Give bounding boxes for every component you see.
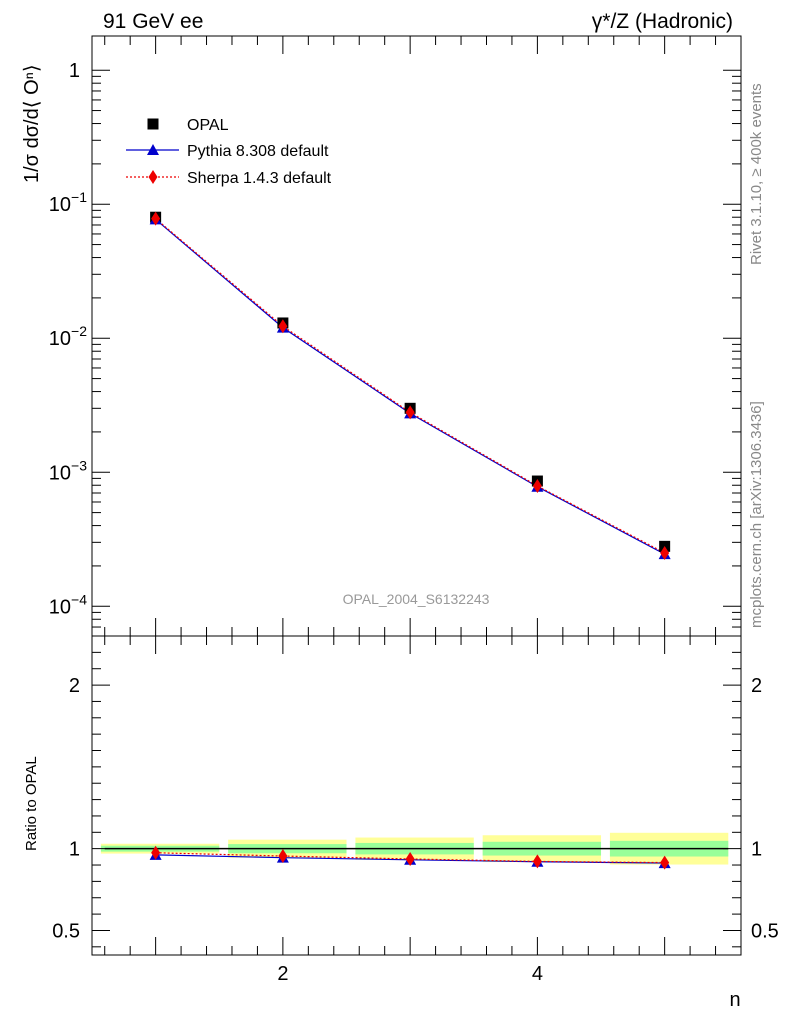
legend-marker-square [147, 118, 159, 130]
y-tick-label: 10−1 [49, 189, 87, 216]
ratio-point-diamond [532, 854, 542, 869]
legend-marker-diamond [148, 170, 158, 184]
ratio-point-diamond [405, 851, 415, 866]
x-tick-label: 4 [532, 963, 543, 985]
data-point-diamond [660, 545, 670, 560]
legend-label: Pythia 8.308 default [187, 143, 329, 160]
legend-marker-triangle [147, 144, 159, 155]
data-point-diamond [532, 478, 542, 493]
data-point-diamond [405, 405, 415, 420]
x-axis-title: n [729, 989, 740, 1011]
data-point-diamond [278, 319, 288, 334]
ratio-y-tick-label-right: 0.5 [751, 920, 779, 942]
y-tick-label: 10−4 [49, 591, 87, 618]
y-tick-label: 1 [69, 60, 80, 82]
ratio-y-tick-label-right: 1 [751, 839, 762, 861]
main-panel: 1 10−1 10−2 10−3 10−4 OPAL Pythia 8.308 defaul… [49, 35, 742, 637]
ratio-y-axis-title: Ratio to OPAL [23, 756, 40, 851]
header-right-label: γ*/Z (Hadronic) [592, 10, 733, 33]
ratio-point-diamond [278, 849, 288, 864]
y-tick-label: 10−2 [49, 323, 87, 350]
ratio-y-tick-label-right: 2 [751, 675, 762, 697]
ratio-point-diamond [660, 855, 670, 870]
main-y-axis-title: 1/σ dσ/d⟨ Oⁿ⟩ [21, 64, 43, 183]
ratio-y-tick-label-left: 1 [69, 839, 80, 861]
data-point-diamond [151, 211, 161, 226]
rivet-version-label: Rivet 3.1.10, ≥ 400k events [748, 83, 765, 265]
ratio-line-diamond [155, 852, 665, 864]
series-line-triangle [155, 218, 665, 555]
ratio-y-tick-label-left: 2 [69, 675, 80, 697]
ratio-frame [91, 635, 742, 956]
y-tick-label: 10−3 [49, 457, 87, 484]
legend-label: OPAL [187, 117, 229, 134]
mcplots-label: mcplots.cern.ch [arXiv:1306.3436] [748, 401, 765, 628]
analysis-watermark: OPAL_2004_S6132243 [343, 591, 490, 607]
legend-label: Sherpa 1.4.3 default [187, 170, 332, 187]
ratio-panel: 2 4 0.5 0.5 1 1 2 2 [52, 635, 779, 985]
series-line-diamond [155, 218, 665, 554]
x-tick-label: 2 [277, 963, 288, 985]
header-left-label: 91 GeV ee [103, 10, 203, 33]
ratio-point-diamond [151, 845, 161, 860]
ratio-y-tick-label-left: 0.5 [52, 920, 80, 942]
